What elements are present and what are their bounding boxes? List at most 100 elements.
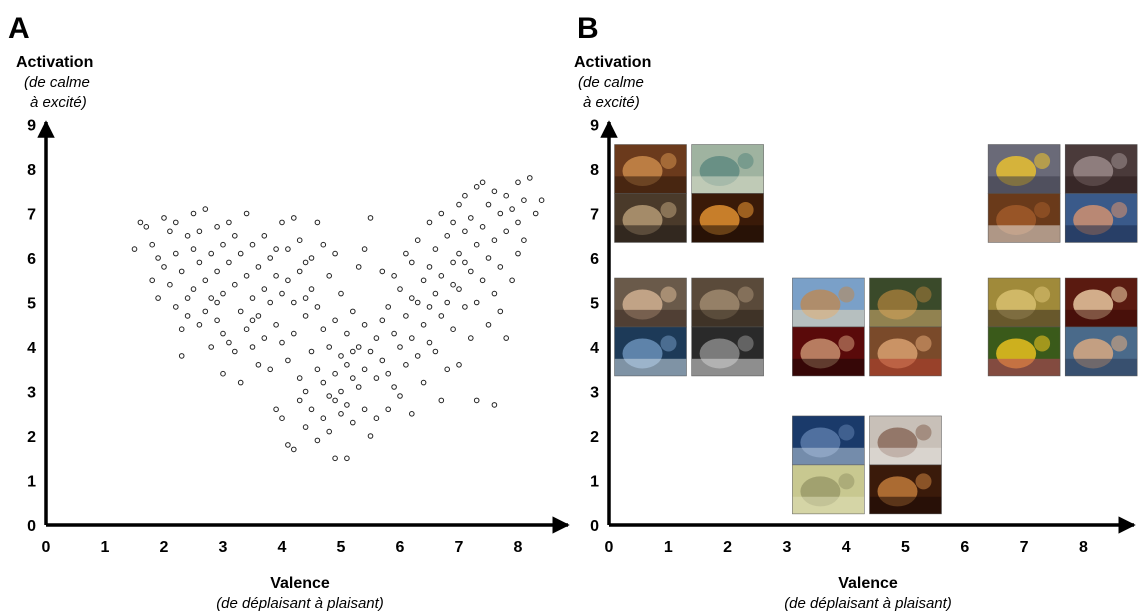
data-point	[308, 406, 315, 413]
tray-photo	[869, 464, 942, 515]
data-point	[184, 233, 191, 239]
bicycle-photo	[987, 277, 1061, 328]
thumbnail-detail	[737, 286, 754, 303]
data-point	[397, 393, 403, 399]
data-point	[450, 281, 456, 288]
thumbnail-border	[987, 326, 1061, 377]
city-street-photo	[869, 277, 942, 328]
data-point	[184, 295, 191, 301]
y-tick-label: 2	[27, 429, 36, 446]
data-point	[491, 402, 498, 408]
data-point	[332, 397, 338, 404]
data-point	[426, 264, 433, 270]
data-point	[196, 228, 203, 235]
data-point	[196, 322, 203, 328]
data-point	[468, 268, 474, 275]
rabbit-photo	[1064, 277, 1138, 328]
data-point	[450, 259, 456, 266]
data-point	[361, 246, 368, 252]
y-tick-label: 7	[27, 207, 36, 224]
data-point	[308, 255, 315, 261]
data-point	[503, 335, 510, 341]
x-tick-label: 7	[1020, 539, 1029, 556]
data-point	[249, 344, 256, 350]
data-point	[243, 273, 250, 279]
thumbnail-detail	[1111, 153, 1128, 169]
thumbnail-detail	[1034, 335, 1051, 352]
thumbnail-border	[869, 326, 942, 377]
guitarist-photo	[792, 277, 865, 328]
thumbnail-ground	[614, 225, 687, 243]
data-point	[190, 286, 197, 292]
data-point	[432, 348, 439, 355]
data-point	[220, 370, 226, 377]
data-point	[143, 224, 150, 230]
data-point	[243, 210, 250, 217]
data-point	[397, 286, 403, 292]
data-point	[208, 295, 214, 301]
data-point	[296, 397, 303, 404]
data-point	[332, 317, 338, 324]
data-point	[202, 308, 209, 315]
woman-crowd-photo	[869, 326, 942, 377]
y-tick-label: 8	[590, 162, 599, 179]
data-point	[438, 313, 445, 319]
data-point	[515, 179, 521, 186]
shirtless-man-photo	[614, 144, 687, 194]
y-tick-label: 0	[27, 518, 36, 535]
thumbnail-border	[1064, 326, 1138, 377]
data-point	[350, 308, 356, 315]
data-point	[302, 424, 309, 430]
x-tick-label: 4	[278, 539, 287, 556]
flowers-photo	[987, 326, 1061, 377]
data-point	[249, 241, 256, 248]
data-point	[178, 326, 185, 333]
data-point	[332, 370, 338, 377]
data-point	[473, 184, 480, 190]
data-point	[279, 339, 285, 346]
thumbnail-ground	[614, 309, 687, 327]
thumbnail-ground	[792, 447, 865, 465]
data-point	[196, 259, 203, 266]
thumbnail-detail	[1034, 286, 1051, 303]
thumbnail-detail	[737, 201, 754, 218]
data-point	[462, 304, 468, 310]
data-point	[414, 237, 421, 243]
data-point	[243, 326, 250, 333]
thumbnail-ground	[1065, 225, 1138, 243]
data-point	[409, 411, 415, 417]
data-point	[338, 388, 344, 395]
data-point	[444, 299, 451, 306]
y-tick-label: 9	[27, 118, 36, 135]
attack-scene-photo	[614, 193, 687, 243]
thumbnail-border	[691, 326, 764, 377]
data-point	[332, 250, 338, 257]
thumbnail-ground	[614, 358, 687, 376]
y-tick-label: 6	[27, 251, 36, 268]
thumbnail-ground	[988, 309, 1061, 327]
data-point	[338, 353, 344, 359]
thumbnail-detail	[660, 286, 677, 303]
data-point	[355, 344, 362, 350]
thumbnail-detail	[915, 424, 932, 441]
data-point	[291, 215, 297, 221]
data-point	[367, 433, 374, 439]
thumbnail-ground	[988, 225, 1061, 243]
data-point	[279, 219, 285, 226]
data-point	[237, 308, 244, 315]
thumbnail-ground	[691, 225, 764, 243]
x-tick-label: 1	[664, 539, 673, 556]
data-point	[255, 313, 262, 319]
data-point	[414, 353, 421, 359]
data-point	[220, 241, 226, 248]
data-point	[503, 192, 510, 199]
thumbnail-ground	[1065, 309, 1138, 327]
data-point	[485, 255, 492, 261]
data-point	[232, 233, 238, 239]
x-tick-label: 0	[605, 539, 614, 556]
data-point	[273, 322, 279, 328]
data-point	[426, 219, 433, 226]
data-point	[273, 406, 279, 413]
data-point	[367, 348, 374, 355]
